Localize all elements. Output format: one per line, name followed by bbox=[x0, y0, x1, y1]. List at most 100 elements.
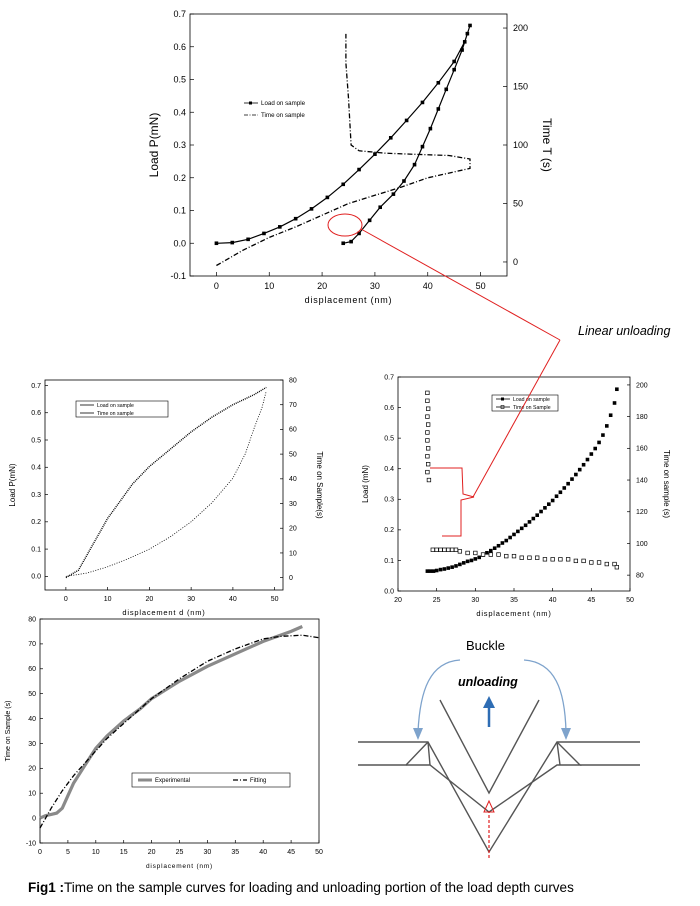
buckle-arrow-right bbox=[523, 659, 567, 733]
series-time-on-sample-point bbox=[425, 430, 430, 435]
series-time-on-sample-point bbox=[434, 547, 439, 552]
series-experimental-line bbox=[39, 625, 303, 820]
series-time-on-sample-point bbox=[519, 555, 524, 560]
series-time-on-sample-point bbox=[425, 454, 430, 459]
x-tick-label: 5 bbox=[66, 849, 70, 856]
series-load-on-sample-point bbox=[577, 467, 582, 472]
legend-label: Experimental bbox=[155, 778, 190, 784]
y-tick-label: 20 bbox=[28, 766, 36, 773]
series-load-on-sample-point bbox=[585, 457, 590, 462]
series-load-on-sample-point bbox=[461, 561, 466, 565]
x-tick-label: 0 bbox=[214, 281, 219, 291]
y-tick-label: 0.7 bbox=[384, 374, 394, 381]
unloading-label: unloading bbox=[458, 675, 518, 689]
series-load-on-sample-point bbox=[485, 550, 489, 555]
plot-frame bbox=[44, 379, 284, 591]
series-load-on-sample-point bbox=[615, 387, 619, 392]
y-tick-label: 0.0 bbox=[31, 574, 41, 581]
series-time-on-sample-line bbox=[216, 33, 471, 267]
y2-tick-label: 120 bbox=[636, 509, 648, 516]
legend-label: Time on Sample bbox=[513, 405, 551, 411]
x-tick-label: 10 bbox=[104, 596, 112, 603]
y-tick-label: 40 bbox=[28, 716, 36, 723]
series-load-on-sample-point bbox=[550, 498, 555, 503]
series-load-on-sample-point bbox=[446, 566, 451, 570]
series-time-on-sample-point bbox=[480, 552, 486, 557]
chart-bottom-left: 0 5 10 15 20 25 30 35 40 45 50-1001020304050607080… bbox=[5, 616, 323, 870]
series-time-on-sample-point bbox=[488, 552, 493, 557]
x-tick-label: 25 bbox=[433, 597, 441, 604]
series-time-on-sample-point bbox=[426, 406, 431, 411]
x-axis-label: displacement (nm) bbox=[146, 863, 213, 870]
y2-tick-label: 0 bbox=[289, 575, 293, 582]
series-load-on-sample-point bbox=[454, 564, 458, 568]
series-time-on-sample-point bbox=[473, 550, 478, 556]
series-time-on-sample-line bbox=[65, 386, 267, 579]
series-time-on-sample-point bbox=[558, 557, 563, 562]
x-axis-label: displacement (nm) bbox=[305, 295, 393, 305]
y2-axis-label: Time on Sample(s) bbox=[315, 451, 324, 519]
series-load-on-sample-point bbox=[477, 555, 481, 560]
chart-middle-right: 20 25 30 35 40 45 50 0.0 0.1 0.2 0.3 0.4 0.5 0.6 0.7 80… bbox=[361, 374, 671, 618]
series-time-on-sample-point bbox=[565, 557, 571, 562]
series-load-on-sample-point bbox=[428, 569, 433, 573]
legend-label: Fitting bbox=[250, 778, 266, 784]
series-load-on-sample-point bbox=[612, 401, 617, 405]
x-tick-label: 45 bbox=[287, 849, 295, 856]
buckle-right-joint bbox=[556, 741, 561, 766]
y-tick-label: 80 bbox=[28, 616, 36, 623]
annotation-linear-unloading: Linear unloading bbox=[327, 213, 670, 537]
highlight-ellipse bbox=[327, 213, 363, 237]
indentation-schematic: Buckle unloading bbox=[358, 638, 640, 858]
x-tick-label: 30 bbox=[204, 849, 212, 856]
x-tick-label: 35 bbox=[231, 849, 239, 856]
y-tick-label: 0.6 bbox=[384, 405, 394, 412]
series-load-on-sample-point bbox=[558, 490, 563, 495]
series-time-on-sample-point bbox=[426, 446, 431, 451]
series-time-on-sample-point bbox=[581, 558, 586, 564]
legend-label: Load on sample bbox=[513, 397, 550, 403]
x-tick-label: 15 bbox=[120, 849, 128, 856]
indenter-tip bbox=[439, 699, 540, 795]
buckle-arrowhead-right bbox=[561, 728, 571, 740]
series-load-on-sample-point bbox=[496, 543, 501, 548]
series-time-on-sample-point bbox=[446, 547, 451, 552]
legend-box bbox=[131, 772, 291, 788]
x-tick-label: 40 bbox=[549, 597, 557, 604]
series-load-on-sample-point bbox=[508, 535, 512, 540]
y2-tick-label: 30 bbox=[289, 501, 297, 508]
y-tick-label: 0.3 bbox=[31, 492, 41, 499]
series-load-on-sample-point bbox=[450, 565, 454, 569]
series-load-on-sample-point bbox=[468, 23, 472, 28]
x-tick-label: 40 bbox=[229, 596, 237, 603]
y2-tick-label: 40 bbox=[289, 476, 297, 483]
y-tick-label: 0.2 bbox=[384, 527, 394, 534]
series-load-on-sample-point bbox=[527, 520, 532, 524]
connector-line-2 bbox=[472, 339, 561, 498]
y2-tick-label: 50 bbox=[513, 198, 523, 208]
series-time-on-sample-point bbox=[425, 469, 430, 475]
y-tick-label: 0.5 bbox=[31, 437, 41, 444]
y2-tick-label: 200 bbox=[513, 23, 528, 33]
series-load-on-sample-point bbox=[438, 567, 443, 572]
y-tick-label: 0.7 bbox=[31, 383, 41, 390]
series-load-on-sample-point bbox=[519, 526, 524, 531]
series-time-on-sample-point bbox=[425, 390, 430, 396]
series-load-on-sample-point bbox=[605, 424, 609, 428]
series-time-on-sample-point bbox=[449, 547, 455, 552]
series-time-on-sample-point bbox=[426, 462, 431, 467]
y2-axis-label: Time on sample (s) bbox=[662, 450, 671, 519]
series-load-on-sample-point bbox=[547, 502, 551, 506]
series-time-on-sample-point bbox=[457, 549, 463, 554]
series-load-on-sample-point bbox=[535, 513, 539, 517]
y2-tick-label: 200 bbox=[636, 382, 648, 389]
series-load-on-sample-point bbox=[608, 413, 613, 418]
series-time-on-sample-point bbox=[425, 414, 430, 419]
legend-label: Time on sample bbox=[261, 112, 305, 119]
series-time-on-sample-point bbox=[550, 557, 555, 562]
series-time-on-sample-point bbox=[589, 560, 594, 565]
x-tick-label: 20 bbox=[317, 281, 327, 291]
y2-tick-label: 10 bbox=[289, 550, 297, 557]
series-load-on-sample-point bbox=[473, 557, 478, 561]
chart-middle-left: 0 10 20 30 40 50 0.0 0.1 0.2 0.3 0.4 0.5 0.6 0.7 0 10 20… bbox=[8, 377, 324, 617]
